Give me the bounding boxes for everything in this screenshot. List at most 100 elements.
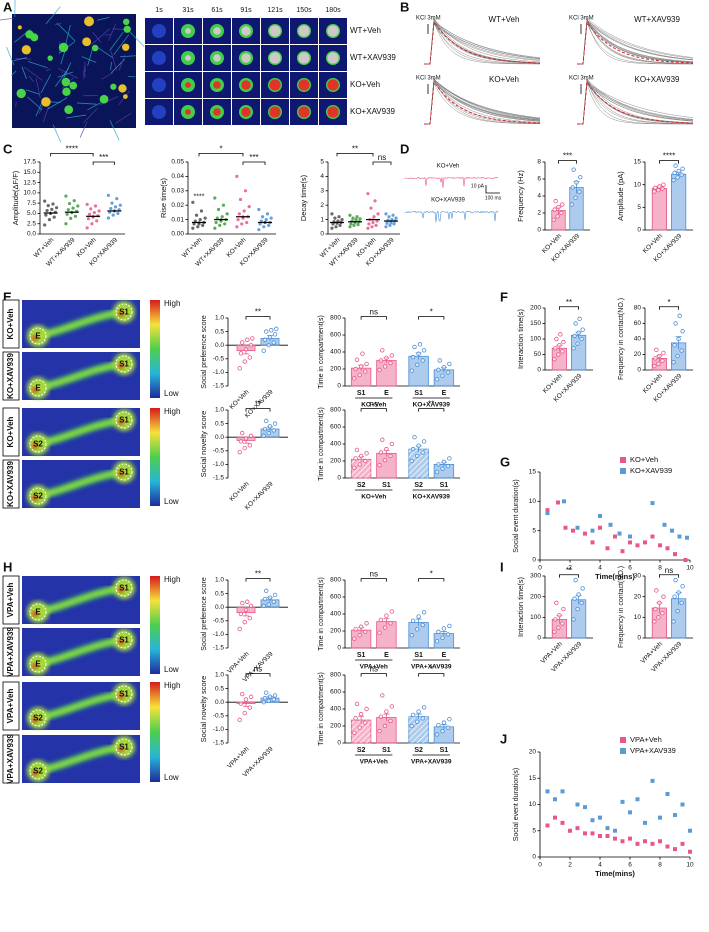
- y-axis-label: Social event duration(s): [513, 479, 520, 553]
- significance-bracket: [245, 316, 271, 320]
- x-tick-label: S2: [357, 482, 366, 489]
- y-tick-label: 10: [634, 181, 642, 188]
- point: [380, 348, 385, 353]
- row-label-box: [2, 575, 20, 625]
- y-axis-label: Social preference score: [201, 577, 208, 651]
- point: [420, 716, 425, 721]
- trace-label: KO+Veh: [437, 164, 460, 170]
- significance-bracket: [50, 152, 94, 157]
- neurite: [83, 107, 98, 124]
- neurite: [84, 62, 86, 72]
- point: [445, 725, 451, 730]
- point: [366, 192, 370, 196]
- point: [676, 168, 681, 174]
- y-tick-label: 15: [529, 775, 537, 782]
- colorbar-label: High: [164, 407, 180, 416]
- trace: [577, 79, 694, 125]
- point: [218, 223, 222, 227]
- point: [106, 216, 111, 220]
- neurite: [110, 61, 113, 71]
- point: [351, 216, 355, 220]
- x-tick-label: S2: [414, 747, 423, 754]
- heat-core: [118, 639, 124, 645]
- point: [650, 778, 655, 783]
- soma-core: [269, 106, 281, 118]
- y-tick-label: 800: [330, 407, 341, 414]
- point: [243, 189, 248, 193]
- point: [394, 216, 398, 220]
- significance: ****: [194, 193, 205, 200]
- point: [271, 697, 276, 702]
- point: [409, 723, 414, 729]
- point: [89, 207, 93, 211]
- point: [680, 329, 685, 334]
- point: [573, 195, 578, 200]
- significance-bracket: [245, 408, 271, 412]
- neurite: [35, 78, 41, 99]
- point: [440, 635, 445, 640]
- y-tick-label: 15.0: [23, 169, 36, 176]
- point: [389, 609, 395, 614]
- x-tick-label: 10: [686, 565, 694, 572]
- point: [90, 222, 94, 226]
- point: [349, 222, 353, 226]
- point: [580, 327, 585, 332]
- point: [553, 797, 557, 802]
- soma-core: [185, 82, 191, 88]
- point: [356, 223, 360, 227]
- point: [260, 215, 265, 219]
- time-label: 31s: [182, 7, 194, 14]
- point: [557, 613, 562, 618]
- point: [551, 217, 556, 222]
- point: [376, 212, 380, 216]
- point: [421, 348, 427, 353]
- legend-marker: [620, 457, 626, 463]
- point: [388, 360, 393, 366]
- colorbar: [150, 682, 160, 782]
- row-label-box: [2, 734, 20, 784]
- point: [247, 355, 252, 360]
- point: [661, 182, 666, 187]
- neurite: [42, 106, 49, 123]
- neurite: [61, 71, 64, 74]
- y-tick-label: 0.0: [215, 699, 224, 706]
- zone: [115, 355, 133, 373]
- neurite: [40, 74, 52, 94]
- significance: **: [255, 400, 261, 409]
- point: [416, 443, 421, 448]
- point: [44, 213, 48, 217]
- y-tick-label: 5: [532, 827, 536, 834]
- x-tick-label: E: [442, 652, 447, 659]
- point: [671, 360, 676, 365]
- bar: [651, 187, 668, 231]
- cell-body: [41, 97, 51, 107]
- group-label: VPA+Veh: [360, 664, 388, 671]
- current-trace: [404, 176, 499, 188]
- point: [650, 841, 655, 846]
- y-tick-label: 200: [330, 628, 341, 635]
- point: [605, 826, 610, 831]
- cell-body: [17, 25, 22, 30]
- neurite: [108, 23, 117, 41]
- neurite: [83, 66, 86, 78]
- point: [236, 218, 240, 222]
- point: [378, 450, 384, 455]
- x-tick-label: S1: [414, 390, 423, 397]
- y-tick-label: 0: [537, 635, 541, 642]
- point: [221, 203, 226, 207]
- x-tick-label: 6: [628, 565, 632, 572]
- stimulus-label: KCl 3mM: [416, 76, 441, 82]
- point: [652, 189, 657, 194]
- point: [364, 621, 369, 626]
- point: [412, 344, 417, 350]
- trace: [577, 19, 694, 65]
- x-tick-label: 2: [568, 565, 572, 572]
- soma-core: [269, 52, 281, 64]
- soma: [152, 24, 166, 38]
- point: [560, 789, 565, 794]
- y-tick-label: 4: [320, 173, 324, 180]
- point: [598, 514, 602, 518]
- y-axis-label: Time in compartment(s): [318, 315, 325, 389]
- point: [553, 617, 558, 622]
- significance-bracket: [559, 574, 579, 578]
